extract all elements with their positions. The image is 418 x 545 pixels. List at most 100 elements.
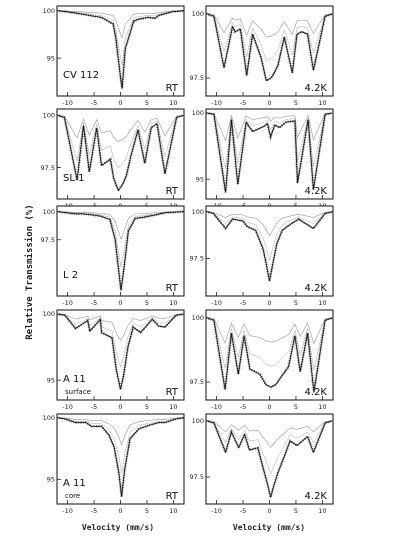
temperature-label: RT: [166, 83, 179, 94]
sample-sublabel: surface: [65, 388, 91, 396]
x-tick-label: 5: [294, 299, 298, 307]
fit-line: [56, 114, 185, 192]
x-tick-label: 0: [118, 507, 122, 515]
subspectrum-line: [56, 115, 185, 143]
x-tick-label: 0: [118, 403, 122, 411]
x-tick-label: 5: [294, 507, 298, 515]
subspectrum-line: [205, 317, 334, 370]
temperature-label: RT: [166, 491, 179, 502]
subspectrum-line: [205, 420, 334, 449]
x-tick-label: 0: [267, 507, 271, 515]
x-tick-label: 0: [267, 403, 271, 411]
x-tick-label: 5: [294, 403, 298, 411]
x-axis-label-right: Velocity (mm/s): [233, 522, 305, 532]
fit-line: [56, 313, 185, 390]
y-tick-label: 100: [43, 310, 55, 318]
subspectrum-line: [205, 317, 334, 345]
y-tick-label: 97.5: [41, 164, 55, 172]
sample-label: SL 1: [63, 173, 84, 184]
x-tick-label: -5: [240, 99, 246, 107]
x-tick-label: 10: [318, 507, 326, 515]
temperature-label: RT: [166, 283, 179, 294]
y-tick-label: 95: [47, 376, 55, 384]
y-tick-label: 97.5: [41, 236, 55, 244]
y-tick-label: 97.5: [190, 473, 204, 481]
subspectrum-line: [56, 417, 185, 473]
x-tick-label: 0: [267, 99, 271, 107]
x-tick-label: 5: [145, 507, 149, 515]
temperature-label: RT: [166, 387, 179, 398]
x-tick-label: 10: [169, 99, 177, 107]
x-tick-label: -10: [211, 99, 222, 107]
subspectrum-line: [56, 211, 185, 267]
subspectrum-line: [205, 13, 334, 38]
fit-line: [205, 420, 334, 498]
x-axis-label-left: Velocity (mm/s): [82, 522, 154, 532]
x-tick-label: -10: [211, 299, 222, 307]
temperature-label: RT: [166, 186, 179, 197]
subspectrum-line: [205, 211, 334, 237]
fit-line: [205, 13, 334, 82]
y-tick-label: 100: [192, 109, 204, 117]
fit-line: [56, 211, 185, 291]
x-tick-label: 10: [318, 403, 326, 411]
x-tick-label: -5: [240, 403, 246, 411]
x-tick-label: -5: [240, 507, 246, 515]
panel-1: -10 -5 0 5 10 100 95 CV 112 RT: [43, 5, 185, 107]
x-tick-label: 10: [169, 299, 177, 307]
y-tick-label: 95: [47, 476, 55, 484]
x-tick-label: 0: [267, 299, 271, 307]
x-tick-label: -10: [211, 507, 222, 515]
y-tick-label: 95: [47, 54, 55, 62]
subspectrum-line: [205, 112, 334, 169]
x-tick-label: 10: [318, 299, 326, 307]
x-tick-label: 0: [118, 299, 122, 307]
y-axis-label: Relative Transmission (%): [24, 204, 35, 339]
subspectrum-line: [56, 313, 185, 368]
subspectrum-line: [205, 13, 334, 61]
x-tick-label: -5: [91, 299, 97, 307]
temperature-label: 4.2K: [305, 491, 328, 502]
x-tick-label: -10: [62, 99, 73, 107]
fit-line: [56, 10, 185, 89]
subspectrum-line: [56, 10, 185, 39]
temperature-label: 4.2K: [305, 83, 328, 94]
y-tick-label: 97.5: [190, 255, 204, 263]
y-tick-label: 100: [43, 208, 55, 216]
subspectrum-line: [205, 211, 334, 262]
y-tick-label: 100: [192, 208, 204, 216]
y-tick-label: 100: [43, 414, 55, 422]
x-tick-label: -5: [91, 507, 97, 515]
sample-label: A 11: [63, 478, 86, 489]
subspectrum-line: [205, 420, 334, 476]
fit-line: [56, 417, 185, 497]
x-tick-label: 5: [145, 403, 149, 411]
temperature-label: 4.2K: [305, 283, 328, 294]
x-tick-label: 10: [169, 507, 177, 515]
panel-2: -10 -5 0 5 10 100 97.5 4.2K: [190, 5, 334, 107]
panel-5: -10 -5 0 5 10 100 97.5 L 2 RT: [41, 205, 185, 307]
x-tick-label: 5: [294, 99, 298, 107]
x-tick-label: 5: [145, 99, 149, 107]
x-tick-label: 5: [145, 299, 149, 307]
panel-7: -10 -5 0 5 10 100 95 A 11 surface RT: [43, 309, 185, 411]
x-tick-label: 10: [169, 403, 177, 411]
x-tick-label: -10: [62, 299, 73, 307]
fit-line: [205, 317, 334, 393]
temperature-label: 4.2K: [305, 387, 328, 398]
subspectrum-line: [56, 211, 185, 241]
sample-label: A 11: [63, 374, 86, 385]
panel-4: -10-50510100954.2K: [192, 108, 334, 210]
subspectrum-line: [56, 313, 185, 341]
y-tick-label: 100: [192, 10, 204, 18]
fit-line: [205, 211, 334, 282]
x-tick-label: 10: [318, 99, 326, 107]
x-tick-label: 0: [118, 99, 122, 107]
x-tick-label: -10: [62, 403, 73, 411]
y-tick-label: 100: [192, 314, 204, 322]
sample-sublabel: core: [65, 492, 80, 500]
x-tick-label: -5: [240, 299, 246, 307]
y-tick-label: 97.5: [190, 74, 204, 82]
